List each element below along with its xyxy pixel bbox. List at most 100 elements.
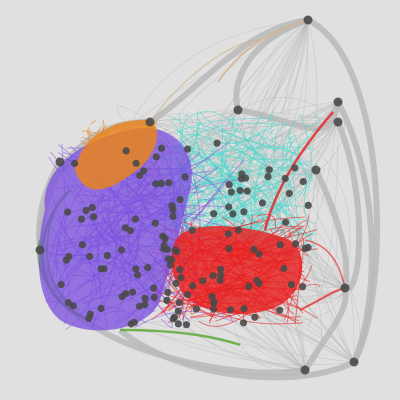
edge (205, 120, 277, 144)
node (166, 261, 174, 269)
edge (198, 136, 317, 171)
red-cluster (171, 225, 303, 315)
node (171, 246, 179, 254)
node (176, 266, 184, 274)
node (240, 208, 248, 216)
node (299, 178, 307, 186)
node (282, 218, 290, 226)
edge (160, 290, 181, 315)
node (131, 215, 139, 223)
node (117, 246, 126, 254)
hull-edge (313, 168, 350, 289)
node (208, 292, 216, 300)
edge (136, 310, 232, 328)
edge (112, 313, 355, 366)
node (132, 159, 140, 167)
node (281, 174, 289, 183)
node (188, 226, 196, 234)
edge (149, 39, 261, 123)
hub-node (303, 15, 313, 25)
edge (223, 121, 281, 144)
edge (198, 164, 295, 189)
node (135, 302, 144, 310)
edge (235, 19, 309, 144)
edge (251, 138, 285, 163)
node (174, 307, 182, 315)
edge (301, 169, 338, 295)
node (265, 166, 273, 174)
hull-edge (302, 287, 349, 372)
node (122, 147, 130, 155)
node (225, 181, 233, 189)
edge (90, 120, 96, 125)
node (280, 264, 288, 273)
hull-edge (233, 17, 309, 111)
node (64, 208, 72, 216)
node (132, 265, 140, 273)
edge (189, 198, 211, 222)
edge (192, 184, 278, 232)
node (150, 293, 158, 301)
edge (234, 167, 314, 216)
node-layer (35, 15, 359, 375)
edge (263, 131, 346, 289)
edge (199, 101, 339, 173)
edge (233, 325, 306, 372)
node (163, 296, 171, 304)
node (151, 219, 159, 227)
hub-node (300, 365, 310, 375)
node (89, 213, 98, 221)
node (170, 313, 179, 321)
hull-edge (335, 120, 363, 292)
edge (119, 328, 241, 347)
node (152, 180, 160, 188)
node (172, 279, 180, 288)
edge (305, 113, 320, 127)
hub-node (333, 97, 343, 107)
node (181, 173, 189, 181)
edge (292, 219, 314, 245)
node (243, 187, 251, 195)
node (285, 189, 293, 198)
node (88, 204, 96, 212)
edge (198, 312, 249, 327)
node (159, 232, 167, 240)
node (255, 250, 263, 258)
node (169, 212, 177, 220)
node (240, 305, 248, 313)
node (287, 281, 295, 289)
node (97, 265, 105, 273)
node (86, 252, 94, 260)
hub-node (340, 283, 350, 293)
node (133, 271, 142, 279)
node (69, 302, 77, 310)
node (86, 310, 94, 318)
edge (307, 251, 355, 363)
node (103, 252, 111, 260)
edge (254, 128, 308, 166)
node (168, 202, 176, 210)
node (177, 274, 185, 282)
hub-node (55, 157, 65, 167)
cluster-layer (38, 119, 303, 331)
node (150, 284, 158, 292)
node (136, 171, 144, 179)
hub-node (145, 117, 155, 127)
hub-node (349, 357, 359, 367)
hull-edge (148, 17, 309, 125)
node (213, 139, 221, 147)
node (217, 265, 225, 273)
edge (149, 113, 195, 169)
node (210, 210, 218, 218)
edge (208, 121, 339, 171)
edge (218, 129, 315, 172)
node (144, 264, 152, 272)
node (183, 291, 192, 299)
edge (175, 117, 277, 135)
edge (190, 131, 245, 231)
node (225, 203, 233, 211)
hull-edge (118, 327, 356, 381)
node (209, 305, 218, 313)
node (77, 215, 85, 223)
